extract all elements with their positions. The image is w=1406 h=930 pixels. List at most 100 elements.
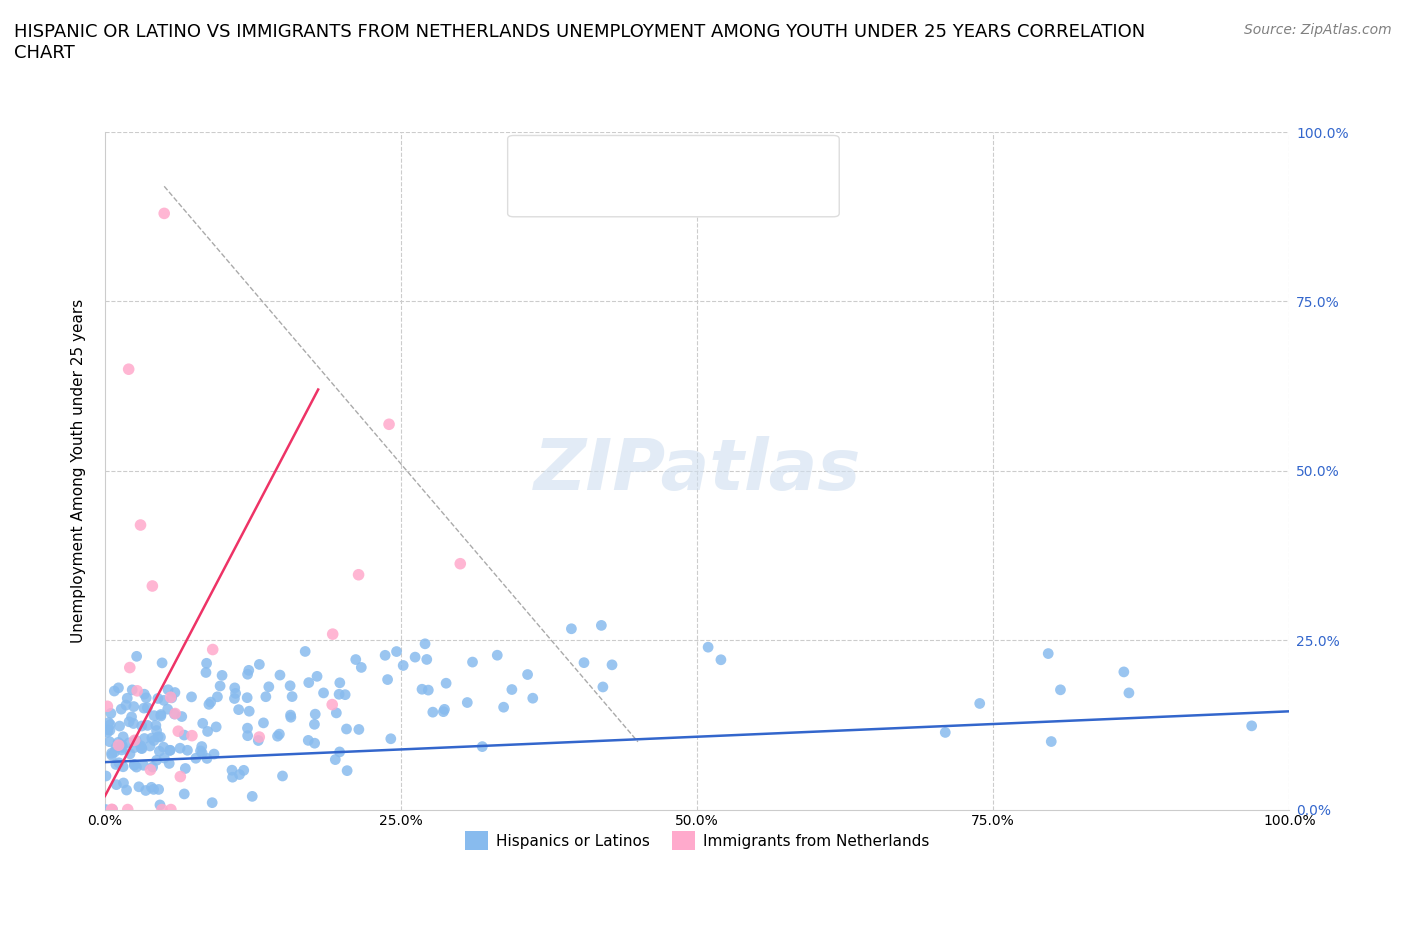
Point	[121, 683, 143, 698]
Point	[329, 675, 352, 690]
Point	[194, 665, 217, 680]
Point	[135, 690, 157, 705]
Point	[118, 747, 141, 762]
Point	[238, 663, 260, 678]
Point	[127, 684, 149, 698]
Point	[149, 730, 172, 745]
Point	[347, 722, 370, 737]
Point	[238, 704, 260, 719]
Point	[195, 751, 218, 765]
Point	[153, 751, 176, 765]
Point	[149, 798, 172, 813]
Text: Source: ZipAtlas.com: Source: ZipAtlas.com	[1244, 23, 1392, 37]
Point	[201, 642, 224, 657]
Point	[281, 689, 304, 704]
Point	[100, 802, 122, 817]
Point	[1112, 664, 1135, 679]
Point	[145, 718, 167, 733]
Point	[105, 740, 128, 755]
Point	[150, 656, 173, 671]
Point	[266, 729, 288, 744]
Point	[157, 683, 180, 698]
Point	[159, 690, 181, 705]
Point	[96, 724, 118, 739]
Point	[100, 748, 122, 763]
Point	[169, 741, 191, 756]
Point	[163, 707, 186, 722]
Point	[191, 746, 214, 761]
Point	[159, 743, 181, 758]
Point	[278, 678, 301, 693]
Point	[131, 719, 153, 734]
Point	[142, 782, 165, 797]
Point	[449, 556, 471, 571]
Point	[184, 751, 207, 765]
Point	[148, 782, 170, 797]
Point	[103, 684, 125, 698]
Point	[149, 707, 172, 722]
Point	[200, 695, 222, 710]
Point	[404, 650, 426, 665]
Point	[1040, 734, 1063, 749]
Point	[160, 690, 183, 705]
Text: ZIPatlas: ZIPatlas	[533, 436, 860, 505]
Point	[380, 731, 402, 746]
Point	[416, 652, 439, 667]
Point	[413, 636, 436, 651]
Point	[153, 206, 176, 220]
Point	[492, 699, 515, 714]
Point	[298, 675, 321, 690]
Point	[271, 768, 294, 783]
Point	[118, 362, 141, 377]
Point	[156, 702, 179, 717]
Point	[257, 679, 280, 694]
Point	[153, 693, 176, 708]
Point	[560, 621, 582, 636]
Point	[591, 618, 613, 632]
Point	[190, 743, 212, 758]
Point	[434, 676, 457, 691]
Point	[98, 723, 121, 737]
Y-axis label: Unemployment Among Youth under 25 years: Unemployment Among Youth under 25 years	[72, 299, 86, 643]
Point	[131, 741, 153, 756]
Point	[141, 780, 163, 795]
Point	[325, 706, 347, 721]
Point	[247, 730, 270, 745]
Point	[486, 648, 509, 663]
Point	[304, 707, 326, 722]
Point	[236, 690, 259, 705]
Point	[225, 686, 247, 701]
Point	[129, 738, 152, 753]
Point	[142, 733, 165, 748]
Point	[125, 760, 148, 775]
Point	[190, 739, 212, 754]
Point	[108, 755, 131, 770]
Point	[103, 745, 125, 760]
Point	[132, 758, 155, 773]
Point	[433, 702, 456, 717]
Point	[125, 733, 148, 748]
Point	[280, 708, 302, 723]
Text: HISPANIC OR LATINO VS IMMIGRANTS FROM NETHERLANDS UNEMPLOYMENT AMONG YOUTH UNDER: HISPANIC OR LATINO VS IMMIGRANTS FROM NE…	[14, 23, 1146, 62]
Point	[304, 717, 326, 732]
Legend: Hispanics or Latinos, Immigrants from Netherlands: Hispanics or Latinos, Immigrants from Ne…	[458, 825, 935, 857]
Point	[124, 757, 146, 772]
Point	[195, 656, 218, 671]
Point	[145, 752, 167, 767]
Point	[132, 700, 155, 715]
Point	[128, 779, 150, 794]
Point	[247, 733, 270, 748]
Point	[236, 728, 259, 743]
Point	[201, 795, 224, 810]
Point	[335, 722, 357, 737]
Point	[344, 652, 367, 667]
Point	[228, 702, 250, 717]
Point	[136, 700, 159, 715]
Point	[456, 695, 478, 710]
Point	[131, 741, 153, 756]
Point	[333, 687, 356, 702]
Point	[115, 691, 138, 706]
Point	[572, 656, 595, 671]
Point	[269, 726, 291, 741]
Point	[191, 716, 214, 731]
